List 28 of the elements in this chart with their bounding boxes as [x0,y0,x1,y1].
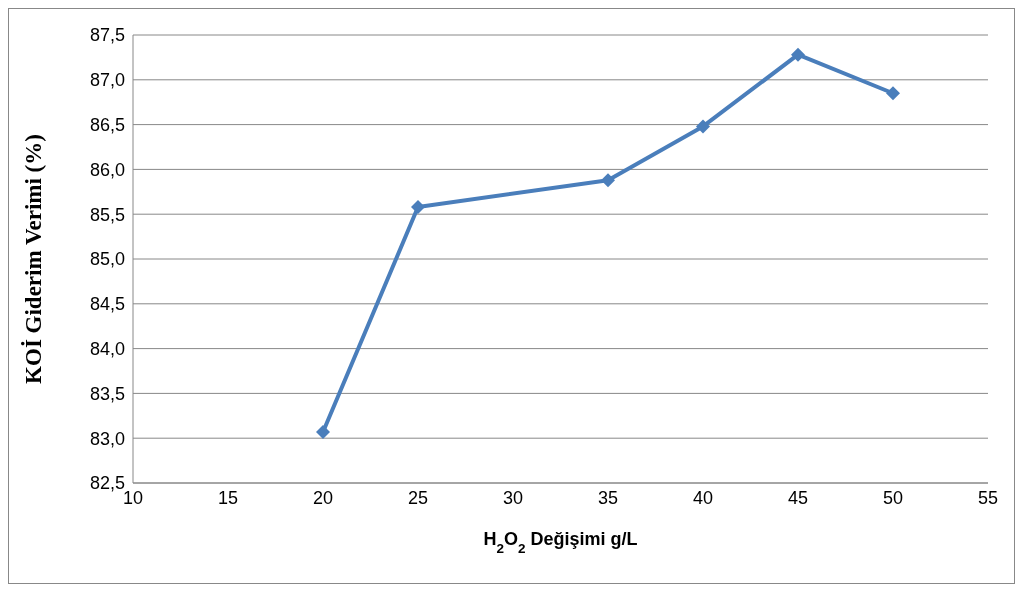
x-tick-label: 50 [882,487,904,508]
y-tick-label: 85,0 [89,249,125,270]
y-tick-label: 86,0 [89,159,125,180]
y-tick-label: 85,5 [89,204,125,225]
y-tick-label: 86,5 [89,114,125,135]
y-tick-label: 84,5 [89,294,125,315]
x-tick-label: 35 [597,487,619,508]
y-tick-label: 82,5 [89,473,125,494]
x-tick-label: 15 [217,487,239,508]
x-tick-label: 45 [787,487,809,508]
point [411,200,425,215]
x-tick-label: 20 [312,487,334,508]
x-tick-label: 30 [502,487,524,508]
point [886,86,900,101]
point [791,47,805,62]
y-axis-title: KOİ Giderim Verimi (%) [21,134,46,384]
point [696,119,710,134]
y-tick-label: 84,0 [89,338,125,359]
y-tick-label: 87,0 [89,70,125,91]
x-tick-label: 40 [692,487,714,508]
point [601,173,615,188]
y-tick-label: 83,5 [89,383,125,404]
x-axis-title: H$_{2}$O$_{2}$ Değişimi g/L [483,529,638,556]
y-tick-label: 87,5 [89,25,125,46]
point [316,424,330,439]
x-tick-label: 55 [977,487,999,508]
x-tick-label: 25 [407,487,429,508]
y-tick-label: 83,0 [89,428,125,449]
